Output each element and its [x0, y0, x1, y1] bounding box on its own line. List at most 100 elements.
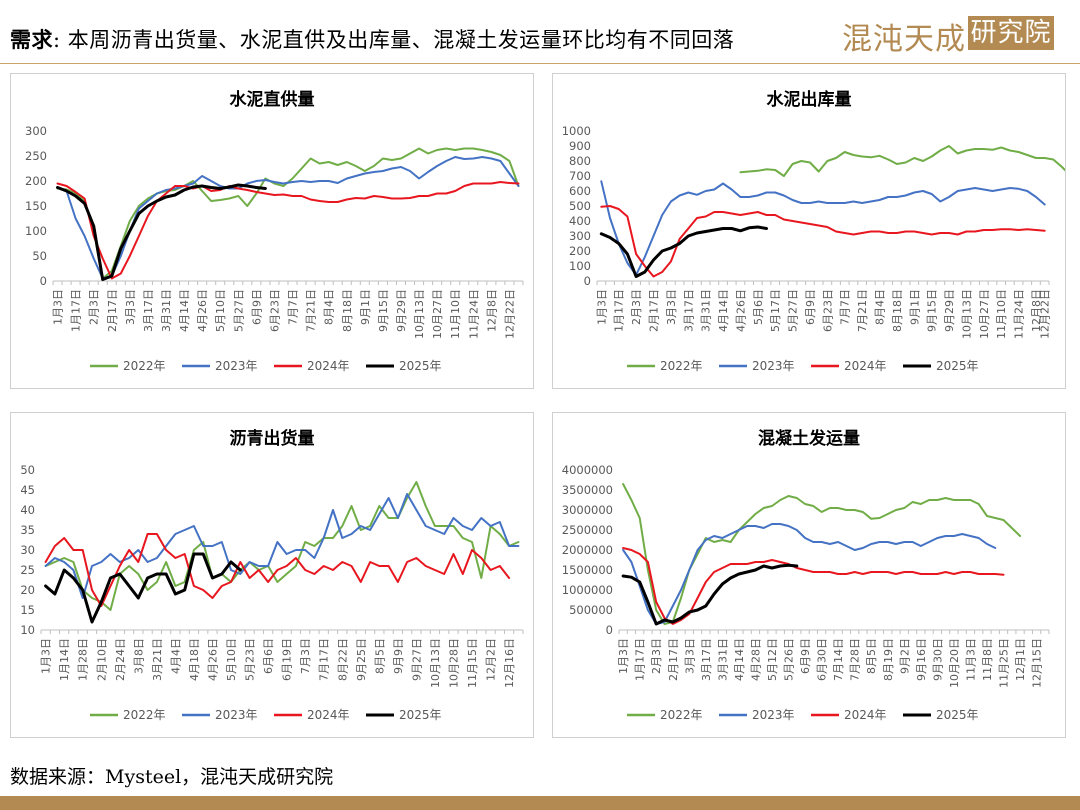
legend-label: 2023年	[215, 708, 258, 722]
x-tick-label: 6月9日	[799, 638, 812, 674]
series-line-2025	[621, 563, 799, 626]
x-tick-label: 3月3日	[124, 289, 137, 325]
x-tick-label: 11月3日	[964, 638, 977, 681]
x-tick-label: 4月26日	[196, 289, 209, 332]
x-tick-label: 3月21日	[151, 638, 164, 681]
y-tick-label: 25	[20, 563, 35, 577]
y-tick-label: 10	[20, 623, 35, 637]
x-tick-label: 10月28日	[447, 638, 460, 688]
x-tick-label: 6月9日	[804, 289, 817, 325]
headline-text: 本周沥青出货量、水泥直供及出库量、混凝土发运量环比均有不同回落	[67, 28, 735, 52]
x-tick-label: 8月4日	[323, 289, 336, 325]
series-line-2024	[600, 205, 1046, 278]
x-tick-label: 4月14日	[178, 289, 191, 332]
x-tick-label: 10月13日	[413, 289, 426, 339]
x-tick-label: 9月2日	[898, 638, 911, 674]
brand-logo: 混沌天成 研究院	[842, 14, 1062, 57]
x-tick-label: 9月15日	[377, 289, 390, 332]
page-header: 需求: 本周沥青出货量、水泥直供及出库量、混凝土发运量环比均有不同回落 混沌天成…	[0, 0, 1080, 64]
headline-colon: :	[53, 28, 68, 52]
x-tick-label: 9月25日	[355, 638, 368, 681]
x-tick-label: 12月1日	[1014, 638, 1027, 681]
x-tick-label: 12月15日	[1031, 638, 1044, 688]
x-tick-label: 2月3日	[650, 638, 663, 674]
y-tick-label: 900	[569, 139, 591, 153]
y-tick-label: 200	[25, 174, 47, 188]
x-tick-label: 7月7日	[287, 289, 300, 325]
y-tick-label: 20	[20, 583, 35, 597]
x-tick-label: 6月6日	[262, 638, 275, 674]
x-tick-label: 7月14日	[832, 638, 845, 681]
legend-label: 2023年	[215, 359, 258, 373]
legend-label: 2024年	[844, 708, 887, 722]
x-tick-label: 5月10日	[225, 638, 238, 681]
x-tick-label: 8月4日	[874, 289, 887, 325]
x-tick-label: 3月17日	[682, 289, 695, 332]
y-tick-label: 2500000	[562, 523, 613, 537]
y-tick-label: 50	[32, 249, 47, 263]
x-tick-label: 5月12日	[766, 638, 779, 681]
y-tick-label: 1500000	[562, 563, 613, 577]
y-tick-label: 300	[25, 124, 47, 138]
x-tick-label: 11月25日	[998, 638, 1011, 688]
x-tick-label: 3月31日	[160, 289, 173, 332]
y-tick-label: 150	[25, 199, 47, 213]
x-tick-label: 6月30日	[816, 638, 829, 681]
x-tick-label: 3月31日	[700, 289, 713, 332]
y-tick-label: 500	[569, 199, 591, 213]
legend-label: 2025年	[399, 708, 442, 722]
x-tick-label: 12月22日	[503, 289, 516, 339]
x-tick-label: 2月10日	[95, 638, 108, 681]
x-tick-label: 11月24日	[1013, 289, 1026, 339]
x-tick-label: 3月17日	[700, 638, 713, 681]
x-tick-label: 2月24日	[114, 638, 127, 681]
legend-label: 2022年	[660, 359, 703, 373]
legend-label: 2025年	[936, 708, 979, 722]
x-tick-label: 2月17日	[667, 638, 680, 681]
y-tick-label: 35	[20, 523, 35, 537]
x-tick-label: 4月4日	[169, 638, 182, 674]
y-tick-label: 400	[569, 214, 591, 228]
series-line-2025	[56, 183, 267, 281]
legend-label: 2022年	[123, 708, 166, 722]
x-tick-label: 6月19日	[281, 638, 294, 681]
series-line-2022	[44, 481, 520, 611]
chart-concrete-shipment: 混凝土发运量 0 500000 1000000 1500000 2000000 250000…	[552, 412, 1066, 738]
series-line-2023	[44, 493, 520, 599]
x-tick-label: 7月21日	[305, 289, 318, 332]
x-tick-label: 4月26日	[206, 638, 219, 681]
x-tick-label: 9月1日	[908, 289, 921, 325]
x-tick-label: 2月17日	[106, 289, 119, 332]
x-tick-label: 6月9日	[250, 289, 263, 325]
x-tick-label: 8月18日	[341, 289, 354, 332]
y-tick-label: 0	[584, 274, 591, 288]
chart-title: 沥青出货量	[230, 428, 315, 449]
x-tick-label: 7月28日	[849, 638, 862, 681]
x-tick-label: 1月3日	[617, 638, 630, 674]
x-tick-label: 11月10日	[449, 289, 462, 339]
x-tick-label: 8月19日	[882, 638, 895, 681]
x-tick-label: 5月17日	[769, 289, 782, 332]
x-tick-label: 8月5日	[373, 638, 386, 674]
y-tick-label: 45	[20, 483, 35, 497]
chart-cement-direct-supply: 水泥直供量 0 50 100 150 200 250 300 1月3日 1月17日 2月3日 2月17…	[10, 73, 534, 389]
x-tick-label: 7月21日	[856, 289, 869, 332]
x-tick-label: 4月14日	[733, 638, 746, 681]
x-tick-label: 11月24日	[467, 289, 480, 339]
x-tick-label: 1月17日	[634, 638, 647, 681]
x-tick-label: 8月5日	[865, 638, 878, 674]
x-tick-label: 12月22日	[1039, 289, 1052, 339]
legend-label: 2022年	[660, 708, 703, 722]
headline-label: 需求	[10, 27, 53, 52]
x-tick-label: 1月28日	[77, 638, 90, 681]
bottom-bar	[0, 796, 1080, 810]
chart-cement-outbound: 水泥出库量 0 100 200 300 400 500 600 700 800 900 1000 1月3…	[552, 73, 1066, 389]
legend-label: 2022年	[123, 359, 166, 373]
chart-svg: 沥青出货量 10 15 20 25 30 35 40 45 50 1月3日 1月14日 1月28日 2月1…	[20, 428, 524, 722]
x-tick-label: 11月15日	[466, 638, 479, 688]
y-tick-label: 200	[569, 244, 591, 258]
x-tick-label: 12月8日	[1030, 289, 1043, 332]
x-tick-label: 1月3日	[40, 638, 53, 674]
x-tick-label: 9月29日	[395, 289, 408, 332]
